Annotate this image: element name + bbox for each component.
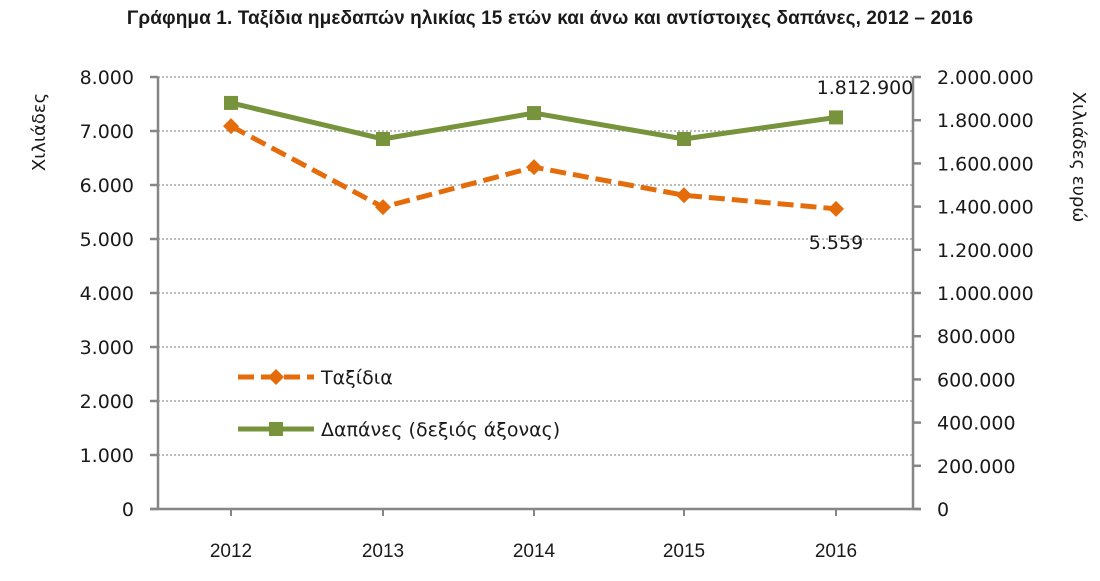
series-expenses [224,95,843,146]
data-point-marker [828,200,844,217]
gridlines [158,76,913,456]
left-y-tick-label: 0 [122,499,134,521]
x-axis-ticks: 2012 2013 2014 2015 2016 [210,509,857,562]
left-y-tick-label: 7.000 [80,121,134,143]
left-y-tick-label: 6.000 [80,175,134,197]
left-y-tick-label: 3.000 [80,337,134,359]
right-y-tick-label: 1.000.000 [937,283,1034,305]
data-point-marker [223,118,239,135]
legend-marker-expenses [269,422,283,436]
right-y-tick-label: 400.000 [937,413,1016,435]
left-y-tick-label: 5.000 [80,229,134,251]
right-y-tick-label: 200.000 [937,456,1016,478]
legend-marker-trips [268,369,284,385]
left-y-tick-label: 1.000 [80,445,134,467]
right-y-tick-label: 1.800.000 [937,110,1034,132]
x-tick-label: 2016 [815,541,857,562]
right-y-tick-label: 2.000.000 [937,67,1034,89]
x-tick-label: 2013 [362,541,404,562]
right-y-axis-ticks: 0 200.000 400.000 600.000 800.000 1.000.000 1.… [913,67,1034,521]
data-point-marker [375,199,391,216]
chart-title: Γράφημα 1. Ταξίδια ημεδαπών ηλικίας 15 ε… [126,8,974,29]
x-tick-label: 2012 [210,541,252,562]
legend-item-trips: Ταξίδια [238,367,393,389]
series-layer [223,95,844,217]
data-point-marker [526,159,542,176]
left-y-axis-ticks: 0 1.000 2.000 3.000 4.000 5.000 6.000 7.000 8.00… [80,67,158,521]
right-y-tick-label: 0 [937,499,949,521]
left-y-tick-label: 4.000 [80,283,134,305]
right-y-tick-label: 800.000 [937,326,1016,348]
data-label-trips-2016: 5.559 [809,232,863,254]
legend: Ταξίδια Δαπάνες (δεξιός άξονας) [238,367,560,441]
right-y-tick-label: 1.400.000 [937,197,1034,219]
right-y-tick-label: 1.200.000 [937,240,1034,262]
x-tick-label: 2014 [513,541,556,562]
series-trips [223,118,844,217]
legend-label-trips: Ταξίδια [320,367,393,389]
left-y-axis-title: Χιλιάδες [29,93,50,171]
left-y-tick-label: 2.000 [80,391,134,413]
data-point-marker [676,187,692,204]
left-y-tick-label: 8.000 [80,67,134,89]
right-y-tick-label: 1.600.000 [937,153,1034,175]
data-point-marker [829,110,843,125]
data-point-marker [376,131,390,146]
data-point-marker [527,106,541,121]
data-point-marker [224,95,238,110]
data-label-expenses-2016: 1.812.900 [817,77,914,99]
right-y-tick-label: 600.000 [937,369,1016,391]
x-tick-label: 2015 [663,541,705,562]
right-y-axis-title: Χιλιάδες ευρώ [1068,92,1089,223]
legend-item-expenses: Δαπάνες (δεξιός άξονας) [238,419,560,441]
data-point-marker [677,131,691,146]
legend-label-expenses: Δαπάνες (δεξιός άξονας) [321,419,560,441]
